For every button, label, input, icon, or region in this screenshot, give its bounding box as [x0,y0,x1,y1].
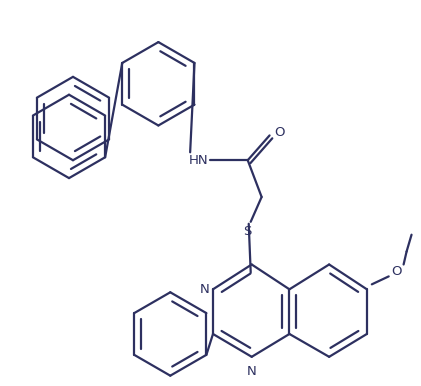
Text: O: O [274,126,285,139]
Text: N: N [199,283,209,296]
Text: HN: HN [188,154,208,167]
Text: S: S [243,225,252,238]
Text: N: N [247,365,256,378]
Text: O: O [392,265,402,278]
